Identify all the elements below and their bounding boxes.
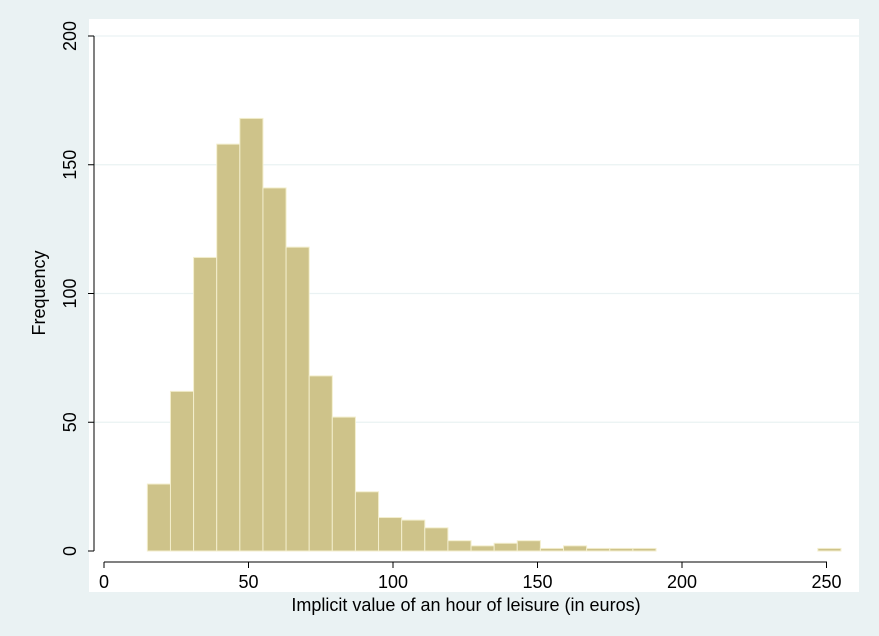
histogram-bar [354, 491, 380, 552]
histogram-bar [447, 540, 472, 552]
y-tick-label: 0 [60, 546, 80, 556]
x-tick-label: 100 [378, 572, 408, 592]
histogram-bar [262, 187, 287, 552]
x-tick-label: 150 [522, 572, 552, 592]
x-axis-title: Implicit value of an hour of leisure (in… [291, 595, 640, 615]
x-tick-label: 200 [667, 572, 697, 592]
histogram-bar [378, 517, 403, 552]
histogram-bar [609, 547, 634, 552]
y-tick-label: 150 [60, 150, 80, 180]
y-tick-label: 200 [60, 21, 80, 51]
x-axis-ticks: 0 50 100 150 200 250 [99, 562, 842, 592]
histogram-bar [308, 375, 333, 552]
y-tick-label: 50 [60, 412, 80, 432]
histogram-bar [331, 416, 356, 552]
histogram-bar [424, 527, 449, 552]
histogram-bar [193, 256, 218, 552]
histogram-bar [586, 547, 611, 552]
histogram-bars [146, 117, 842, 552]
histogram-bar [563, 545, 588, 552]
y-tick-label: 100 [60, 278, 80, 308]
histogram-bar [817, 547, 842, 552]
histogram-bar [146, 483, 171, 552]
histogram-bar [493, 542, 518, 552]
histogram-bar [216, 143, 241, 552]
histogram-bar [239, 117, 264, 552]
y-axis-title: Frequency [29, 250, 49, 335]
x-tick-label: 0 [99, 572, 109, 592]
x-tick-label: 250 [811, 572, 841, 592]
histogram-bar [539, 547, 565, 552]
x-tick-label: 50 [238, 572, 258, 592]
histogram-bar [285, 246, 310, 552]
histogram-bar [169, 390, 195, 552]
histogram-bar [401, 519, 426, 552]
histogram-bar [516, 540, 541, 552]
histogram-bar [470, 545, 495, 552]
histogram-bar [632, 547, 657, 552]
y-axis-ticks: 0 50 100 150 200 [60, 21, 94, 556]
